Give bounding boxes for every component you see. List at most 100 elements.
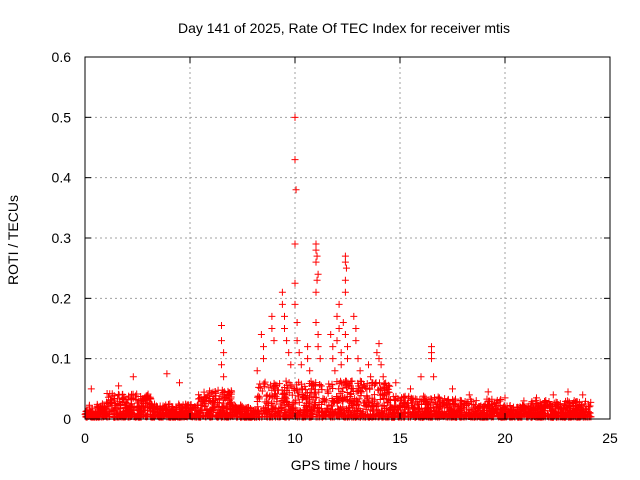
data-point (306, 367, 314, 375)
data-point (130, 410, 138, 418)
data-point (293, 318, 301, 326)
data-point (434, 393, 442, 401)
data-point (382, 379, 390, 387)
data-point (461, 397, 469, 405)
y-tick-label: 0.1 (52, 351, 72, 367)
data-point (471, 413, 479, 421)
data-point (288, 391, 296, 399)
data-point (445, 407, 453, 415)
data-point (215, 399, 223, 407)
data-point (349, 385, 357, 393)
data-point (197, 411, 205, 419)
data-point (216, 410, 224, 418)
data-point (271, 382, 279, 390)
data-point (428, 343, 435, 351)
data-point (494, 412, 502, 420)
data-point (435, 407, 443, 415)
data-point (541, 403, 549, 411)
data-point (547, 401, 555, 409)
data-point (341, 252, 349, 260)
data-point (586, 409, 594, 417)
data-point (150, 400, 158, 408)
data-point (310, 390, 318, 398)
data-point (392, 379, 400, 387)
data-point (239, 410, 247, 418)
data-point (220, 404, 228, 412)
data-point (331, 409, 339, 417)
data-point (352, 325, 360, 332)
data-point (300, 392, 308, 400)
data-point (319, 395, 327, 403)
data-point (365, 361, 372, 369)
data-point (337, 349, 345, 357)
data-point (391, 396, 399, 404)
data-point (214, 386, 222, 394)
chart-title: Day 141 of 2025, Rate Of TEC Index for r… (178, 20, 510, 36)
data-point (475, 403, 483, 411)
data-point (368, 379, 376, 387)
data-point (200, 403, 208, 411)
data-point (211, 401, 219, 409)
data-point (524, 409, 532, 417)
data-point (335, 300, 343, 308)
data-point (220, 349, 228, 357)
data-point (291, 113, 299, 121)
data-point (565, 398, 573, 406)
data-point (360, 412, 368, 420)
data-point (520, 397, 528, 405)
data-point (493, 396, 501, 404)
data-point (350, 312, 358, 320)
data-point (126, 403, 134, 411)
data-point (357, 387, 365, 395)
data-point (209, 393, 217, 401)
data-point (282, 377, 290, 385)
data-point (331, 367, 339, 375)
data-point (111, 413, 119, 421)
data-point (293, 387, 301, 395)
data-point (335, 325, 343, 332)
data-point (412, 412, 420, 420)
data-point (587, 398, 595, 406)
data-point (87, 385, 95, 393)
data-point (341, 381, 349, 389)
data-point (220, 411, 228, 419)
data-point (261, 380, 269, 388)
data-point (339, 318, 347, 326)
data-point (273, 398, 281, 406)
data-point (370, 402, 378, 410)
data-point (555, 404, 563, 412)
data-point (356, 410, 364, 418)
data-point (579, 391, 587, 399)
data-point (321, 407, 329, 415)
data-point (430, 373, 438, 381)
data-point (116, 401, 124, 409)
data-point (465, 391, 473, 399)
data-point (260, 343, 267, 351)
data-point (176, 408, 184, 416)
data-point (536, 405, 544, 413)
data-point (363, 393, 371, 401)
x-axis-title: GPS time / hours (291, 457, 398, 473)
data-point (314, 331, 322, 339)
data-point (219, 390, 227, 398)
data-point (564, 388, 572, 396)
data-point (416, 413, 424, 421)
data-point (356, 377, 364, 385)
data-point (528, 398, 536, 406)
data-point (253, 409, 261, 417)
data-point (204, 409, 212, 417)
data-point (335, 385, 343, 393)
data-point (391, 403, 399, 411)
data-point (472, 397, 480, 405)
data-point (504, 408, 512, 416)
data-point (144, 407, 152, 415)
data-point (285, 349, 293, 357)
data-point (303, 405, 311, 413)
dense-band (81, 377, 595, 421)
data-point (380, 390, 388, 398)
data-point (301, 382, 309, 390)
data-point (268, 312, 276, 320)
data-point (304, 343, 312, 351)
data-point (542, 396, 550, 404)
